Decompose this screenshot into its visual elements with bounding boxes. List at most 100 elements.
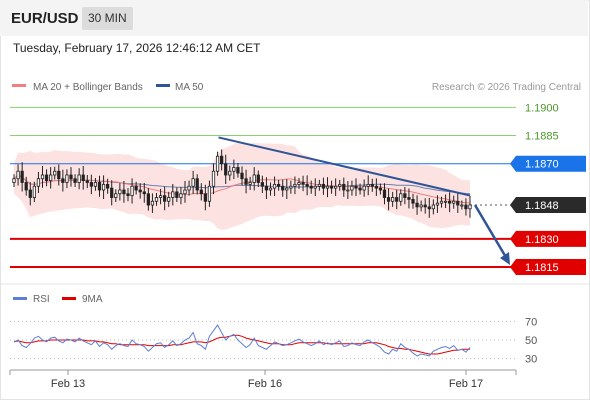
candle-body	[183, 189, 187, 195]
candle-body	[272, 183, 277, 189]
candle-body	[362, 185, 366, 191]
candle	[40, 165, 45, 188]
candle	[228, 165, 232, 181]
candle-body	[93, 182, 98, 187]
candle	[89, 174, 93, 195]
candle-body	[69, 174, 73, 180]
bollinger-legend-swatch	[12, 84, 26, 87]
candle	[138, 183, 142, 199]
candle-body	[138, 189, 142, 193]
candle-body	[464, 204, 468, 210]
candle-body	[65, 174, 69, 183]
candle	[321, 177, 326, 195]
candle-body	[329, 185, 334, 189]
candle-body	[317, 183, 321, 187]
candle-body	[431, 204, 435, 210]
candle-body	[382, 189, 387, 198]
candle	[423, 198, 427, 214]
candle-body	[61, 178, 65, 183]
rsi-legend-swatch	[13, 297, 27, 300]
candle-body	[293, 183, 297, 187]
candle	[175, 187, 179, 203]
level-tag-3: 1.1848	[510, 197, 586, 214]
candle-body	[297, 182, 301, 185]
candle-body	[20, 170, 24, 183]
candle	[224, 154, 228, 184]
candle	[203, 184, 207, 211]
candle	[419, 200, 423, 212]
candle	[268, 182, 273, 196]
candle-body	[232, 167, 236, 172]
candle-body	[81, 174, 85, 182]
candle	[244, 169, 248, 194]
candle	[85, 174, 89, 189]
candle	[106, 178, 110, 194]
candle	[317, 179, 321, 191]
candle	[415, 195, 419, 215]
candle	[65, 169, 69, 189]
level-label-3: 1.1848	[525, 200, 559, 212]
candle-body	[199, 189, 203, 195]
candle	[431, 199, 435, 215]
candle-body	[85, 180, 89, 183]
x-tick-label: Feb 16	[248, 378, 282, 390]
candle-body	[346, 189, 350, 192]
ma9-line	[13, 334, 470, 355]
candle	[358, 183, 362, 195]
bollinger-bands	[14, 142, 470, 230]
candle	[277, 179, 281, 191]
candle	[12, 174, 16, 187]
bollinger-legend-label: MA 20 + Bollinger Bands	[33, 82, 143, 93]
candle	[207, 180, 212, 207]
candle-body	[12, 178, 16, 183]
candle-body	[391, 197, 395, 202]
candle-body	[24, 182, 28, 191]
candle-body	[191, 178, 195, 187]
candle	[374, 178, 378, 197]
ma50-legend-swatch	[156, 84, 170, 87]
candle	[171, 183, 175, 206]
candle-body	[215, 155, 220, 172]
candle	[456, 193, 460, 213]
candle-body	[325, 185, 330, 189]
candle	[313, 178, 317, 197]
timeframe-badge[interactable]: 30 MIN	[82, 7, 133, 30]
candle	[338, 179, 342, 191]
candle	[36, 171, 41, 194]
candle-body	[350, 185, 354, 191]
candle	[366, 175, 370, 196]
candle-body	[220, 155, 224, 165]
level-tag-5: 1.1815	[510, 258, 586, 275]
candle	[334, 178, 338, 197]
candle-body	[175, 191, 179, 198]
candle-body	[399, 193, 403, 202]
candle	[464, 198, 468, 216]
candle	[134, 181, 138, 195]
candle-body	[289, 185, 293, 189]
candle-body	[419, 204, 423, 208]
rsi-line	[13, 324, 471, 357]
candle	[236, 162, 240, 178]
candle-body	[154, 197, 159, 202]
candle	[126, 188, 130, 202]
candle	[163, 186, 167, 211]
candle-body	[452, 200, 456, 204]
candle-body	[370, 183, 374, 187]
ma9-legend-swatch	[62, 297, 76, 300]
candle-body	[439, 200, 444, 204]
rsi-pane: 70 50 30	[10, 316, 537, 366]
candle-body	[309, 185, 313, 189]
candle-body	[203, 193, 207, 202]
candle-body	[187, 185, 191, 191]
candle	[57, 164, 61, 186]
chart-timestamp: Tuesday, February 17, 2026 12:46:12 AM C…	[13, 41, 261, 55]
candle-body	[53, 170, 57, 176]
candle	[211, 163, 216, 195]
level-tag-bg-2	[510, 155, 586, 172]
candle-body	[240, 172, 244, 180]
candle	[77, 168, 81, 190]
candle-body	[248, 182, 252, 185]
level-label-2: 1.1870	[525, 159, 559, 171]
candle	[44, 169, 49, 187]
level-tag-bg-4	[510, 230, 586, 247]
